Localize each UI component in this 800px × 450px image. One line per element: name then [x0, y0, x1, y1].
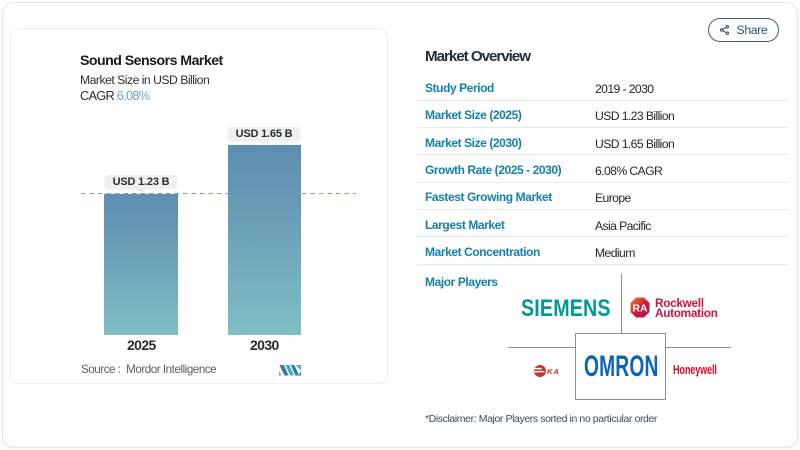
svg-text:KA: KA	[547, 367, 560, 376]
svg-text:RA: RA	[632, 304, 648, 315]
